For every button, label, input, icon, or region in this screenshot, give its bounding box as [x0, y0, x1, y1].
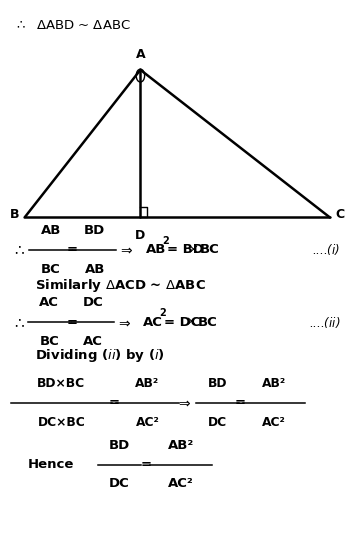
Text: AB: AB: [85, 263, 105, 275]
Text: AC: AC: [83, 335, 103, 348]
Text: =: =: [66, 243, 78, 256]
Text: Hence: Hence: [28, 458, 74, 471]
Text: DC: DC: [208, 416, 227, 429]
Text: $\therefore$: $\therefore$: [12, 315, 26, 330]
Text: AC²: AC²: [262, 416, 286, 429]
Text: =: =: [140, 458, 151, 471]
Text: 2: 2: [162, 236, 169, 245]
Text: AB: AB: [146, 243, 166, 256]
Text: Dividing ($ii$) by ($i$): Dividing ($ii$) by ($i$): [35, 347, 165, 364]
Text: BD: BD: [109, 439, 130, 452]
Text: ....($i$): ....($i$): [312, 242, 340, 257]
Text: AB²: AB²: [261, 377, 286, 390]
Text: BD: BD: [84, 224, 105, 237]
Text: $\Rightarrow$: $\Rightarrow$: [116, 315, 132, 329]
Text: =: =: [235, 396, 246, 409]
Text: AC²: AC²: [135, 416, 159, 429]
Text: BC: BC: [199, 243, 219, 256]
Text: D: D: [135, 229, 146, 242]
Text: BD: BD: [208, 377, 227, 390]
Text: =: =: [66, 316, 78, 329]
Text: ....($ii$): ....($ii$): [309, 315, 340, 330]
Text: AC: AC: [143, 316, 163, 329]
Text: $\Rightarrow$: $\Rightarrow$: [118, 243, 133, 257]
Text: AB: AB: [41, 224, 61, 237]
Text: BC: BC: [197, 316, 217, 329]
Text: AB²: AB²: [135, 377, 160, 390]
Text: $\times$: $\times$: [187, 243, 198, 256]
Text: = DC: = DC: [164, 316, 201, 329]
Text: = BD: = BD: [167, 243, 204, 256]
Text: =: =: [108, 396, 120, 409]
Text: $\therefore$  $\Delta$ABD ~ $\Delta$ABC: $\therefore$ $\Delta$ABD ~ $\Delta$ABC: [14, 19, 131, 32]
Text: Similarly $\Delta$ACD ~ $\Delta$ABC: Similarly $\Delta$ACD ~ $\Delta$ABC: [35, 277, 206, 294]
Text: C: C: [335, 208, 344, 221]
Text: DC×BC: DC×BC: [38, 416, 85, 429]
Text: AC²: AC²: [168, 477, 194, 490]
Text: AB²: AB²: [168, 439, 194, 452]
Text: $\therefore$: $\therefore$: [12, 242, 26, 257]
Text: $\Rightarrow$: $\Rightarrow$: [176, 396, 191, 410]
Text: BC: BC: [41, 263, 61, 275]
Text: A: A: [135, 48, 145, 61]
Text: BC: BC: [39, 335, 59, 348]
Text: B: B: [10, 208, 19, 221]
Text: BD×BC: BD×BC: [37, 377, 86, 390]
Text: $\times$: $\times$: [185, 316, 196, 329]
Text: DC: DC: [82, 296, 104, 309]
Text: AC: AC: [39, 296, 59, 309]
Text: DC: DC: [109, 477, 130, 490]
Text: 2: 2: [160, 308, 166, 318]
